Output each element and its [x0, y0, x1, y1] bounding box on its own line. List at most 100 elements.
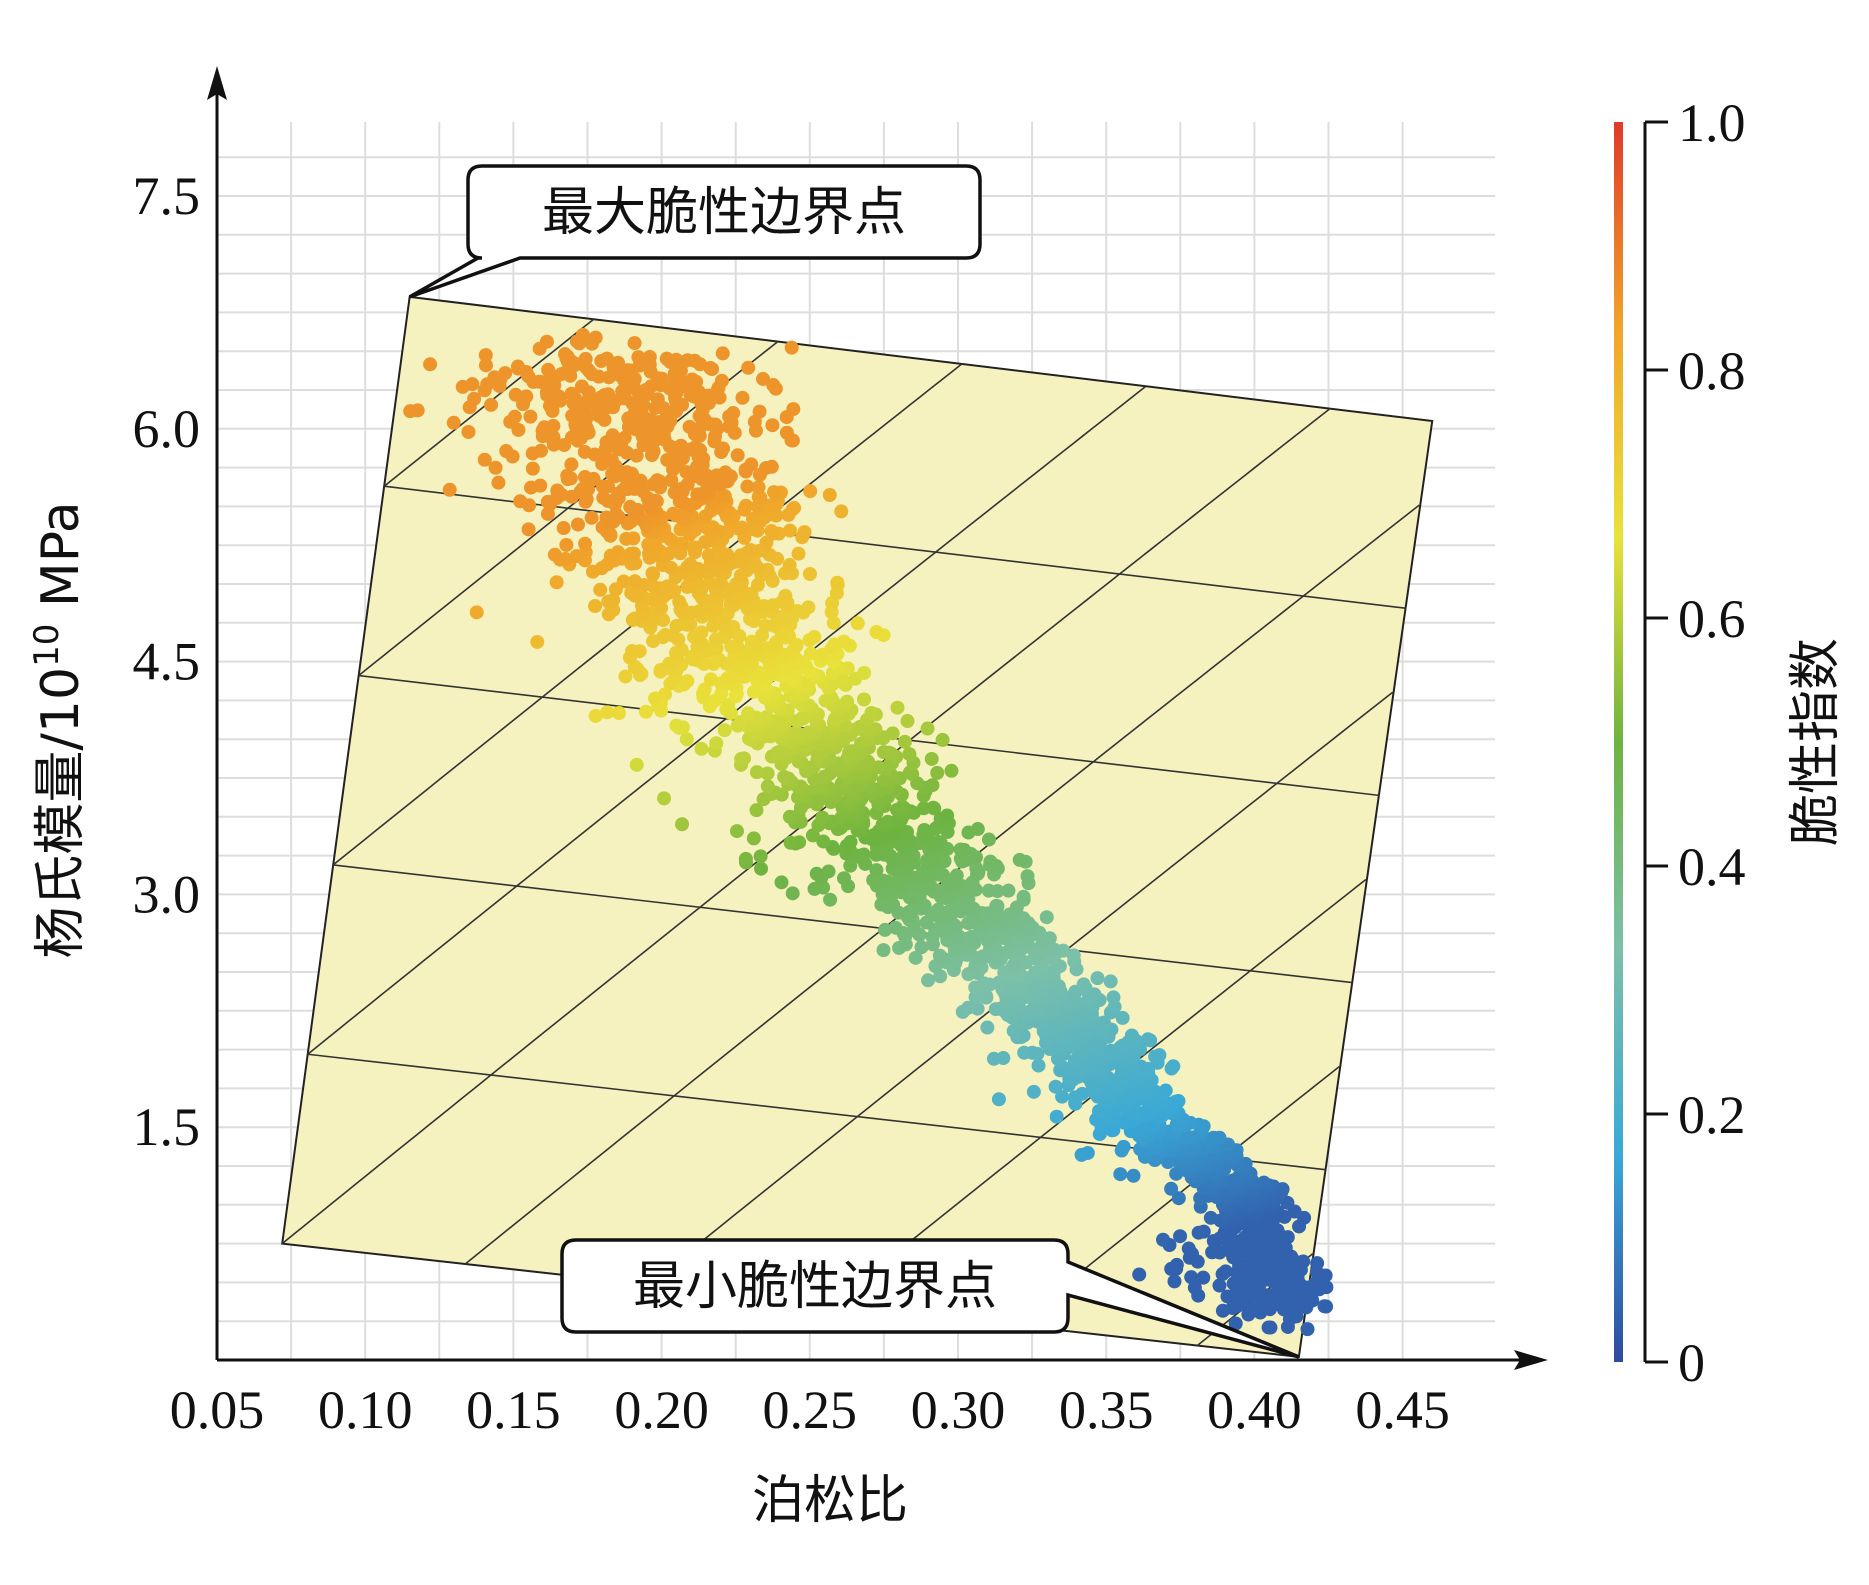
data-point — [653, 480, 668, 495]
data-point — [1167, 1274, 1182, 1289]
x-tick-label: 0.45 — [1355, 1380, 1450, 1440]
data-point — [618, 669, 633, 684]
data-point — [961, 1000, 976, 1015]
data-point — [564, 386, 579, 401]
data-point — [692, 421, 707, 436]
data-point — [753, 849, 768, 864]
data-point — [539, 334, 554, 349]
data-point — [669, 618, 684, 633]
data-point — [1263, 1226, 1278, 1241]
data-point — [577, 444, 592, 459]
data-point — [766, 485, 781, 500]
data-point — [932, 948, 947, 963]
data-point — [751, 480, 766, 495]
data-point — [560, 472, 575, 487]
axes — [207, 66, 1548, 1370]
data-point — [988, 1002, 1003, 1017]
y-tick-label: 1.5 — [133, 1097, 201, 1157]
data-point — [751, 489, 766, 504]
data-point — [689, 459, 704, 474]
data-point — [830, 575, 845, 590]
x-tick-label: 0.10 — [318, 1380, 413, 1440]
data-point — [572, 336, 587, 351]
data-point — [869, 624, 884, 639]
data-point — [807, 881, 822, 896]
data-point — [836, 871, 851, 886]
data-point — [1248, 1260, 1263, 1275]
colorbar-title: 脆性指数 — [1786, 638, 1846, 846]
data-point — [1317, 1299, 1332, 1314]
min-callout-text: 最小脆性边界点 — [633, 1257, 997, 1317]
x-axis-arrow — [1514, 1350, 1548, 1370]
data-point — [1168, 1094, 1183, 1109]
data-point — [593, 448, 608, 463]
data-point — [664, 452, 679, 467]
data-point — [539, 385, 554, 400]
data-point — [1074, 1147, 1089, 1162]
data-point — [986, 1051, 1001, 1066]
data-point — [1203, 1210, 1218, 1225]
data-point — [701, 548, 716, 563]
data-point — [498, 366, 513, 381]
data-point — [746, 831, 761, 846]
data-point — [511, 422, 526, 437]
data-point — [669, 718, 684, 733]
data-point — [410, 403, 425, 418]
data-point — [730, 448, 745, 463]
data-point — [669, 385, 684, 400]
data-point — [1261, 1320, 1276, 1335]
data-point — [724, 639, 739, 654]
data-point — [745, 512, 760, 527]
data-point — [658, 627, 673, 642]
data-point — [738, 851, 753, 866]
data-point — [759, 709, 774, 724]
data-point — [791, 546, 806, 561]
data-point — [629, 448, 644, 463]
data-point — [1132, 1267, 1147, 1282]
data-point — [521, 522, 536, 537]
data-point — [803, 484, 818, 499]
data-point — [1001, 883, 1016, 898]
data-point — [694, 741, 709, 756]
data-point — [764, 459, 779, 474]
data-point — [816, 834, 831, 849]
data-point — [766, 378, 781, 393]
data-point — [519, 389, 534, 404]
data-point — [734, 520, 749, 535]
data-point — [834, 504, 849, 519]
data-point — [727, 425, 742, 440]
data-point — [764, 523, 779, 538]
data-point — [523, 409, 538, 424]
data-point — [916, 801, 931, 816]
data-point — [657, 791, 672, 806]
data-point — [1103, 974, 1118, 989]
x-tick-label: 0.40 — [1207, 1380, 1302, 1440]
data-point — [522, 498, 537, 513]
data-point — [949, 868, 964, 883]
data-point — [843, 834, 858, 849]
data-point — [1066, 948, 1081, 963]
data-point — [782, 809, 797, 824]
data-point — [716, 441, 731, 456]
data-point — [541, 362, 556, 377]
data-point — [491, 475, 506, 490]
data-point — [570, 433, 585, 448]
data-point — [844, 744, 859, 759]
data-point — [785, 886, 800, 901]
data-point — [1264, 1271, 1279, 1286]
data-point — [1039, 910, 1054, 925]
colorbar-tick-label: 1.0 — [1678, 93, 1746, 153]
data-point — [782, 523, 797, 538]
data-point — [874, 897, 889, 912]
data-point — [760, 766, 775, 781]
data-point — [1181, 1241, 1196, 1256]
data-point — [511, 361, 526, 376]
data-point — [1055, 1089, 1070, 1104]
data-point — [492, 379, 507, 394]
data-point — [625, 396, 640, 411]
data-point — [940, 808, 955, 823]
data-point — [694, 625, 709, 640]
data-point — [701, 388, 716, 403]
data-point — [560, 349, 575, 364]
